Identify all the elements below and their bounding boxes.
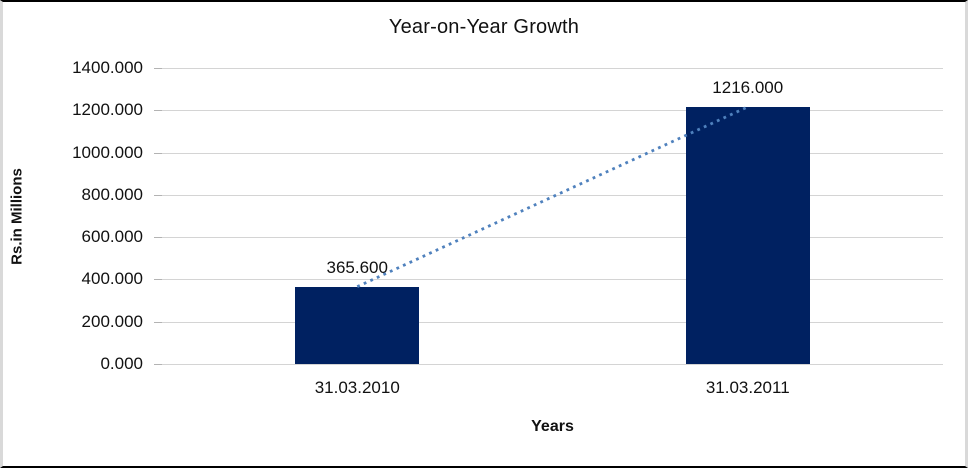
x-axis-title: Years <box>531 418 574 435</box>
y-axis-tick <box>154 321 162 323</box>
gridline <box>162 237 943 239</box>
gridline <box>162 110 943 112</box>
y-axis-tick <box>154 110 162 112</box>
chart-title: Year-on-Year Growth <box>388 16 580 38</box>
gridline <box>162 279 943 281</box>
y-axis-tick <box>154 152 162 154</box>
y-tick-label: 200.000 <box>81 311 143 331</box>
gridline <box>162 152 943 154</box>
bar-31.03.2010[interactable] <box>295 286 420 364</box>
data-label: 1216.000 <box>712 77 784 97</box>
y-tick-label: 1400.000 <box>72 58 143 77</box>
bar-31.03.2011[interactable] <box>685 106 810 364</box>
y-axis-tick <box>154 68 162 69</box>
y-tick-label: 800.000 <box>81 184 143 204</box>
y-tick-label: 1000.000 <box>72 142 143 162</box>
gridline <box>162 194 943 196</box>
gridline <box>162 321 943 323</box>
y-tick-label: 1200.000 <box>72 100 143 120</box>
gridline <box>162 68 943 69</box>
x-tick-label: 31.03.2011 <box>705 378 790 397</box>
y-axis-tick <box>154 279 162 281</box>
y-axis-tick <box>154 364 162 365</box>
data-label: 365.600 <box>326 257 388 277</box>
y-axis-tick <box>154 237 162 239</box>
trendline[interactable] <box>162 68 943 364</box>
gridline <box>162 364 943 365</box>
y-tick-label: 0.000 <box>100 354 143 373</box>
y-tick-label: 400.000 <box>81 269 143 289</box>
x-tick-label: 31.03.2010 <box>314 378 400 397</box>
y-tick-label: 600.000 <box>81 227 143 247</box>
y-axis-title: Rs.in Millions <box>8 168 26 265</box>
y-axis-tick <box>154 194 162 196</box>
